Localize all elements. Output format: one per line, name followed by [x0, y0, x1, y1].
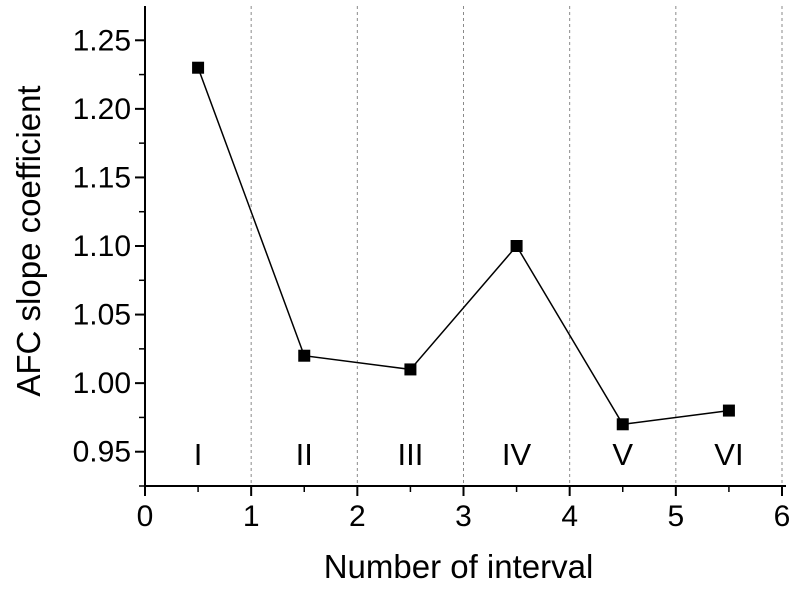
interval-label: II: [296, 437, 313, 472]
chart-labels: I II III IV V VI: [194, 437, 744, 472]
data-point-marker: [616, 418, 629, 431]
x-tick-label: 5: [667, 500, 684, 533]
y-tick-label: 1.15: [73, 161, 131, 194]
interval-label: V: [612, 437, 633, 472]
y-axis-title: AFC slope coefficient: [10, 85, 47, 396]
x-tick-label: 0: [137, 500, 154, 533]
data-point-marker: [510, 240, 523, 252]
axes: 0 1 2 3 4 5 6 0.95 1.00 1.05 1.10 1.15 1.20 1.25: [73, 6, 791, 533]
interval-divider-lines: [250, 6, 783, 486]
y-tick-label: 1.05: [73, 299, 131, 332]
y-tick-label: 1.10: [73, 230, 131, 263]
x-tick-label: 3: [455, 500, 472, 533]
y-tick-label: 1.25: [73, 24, 131, 57]
x-tick-label: 1: [243, 500, 260, 533]
data-point-marker: [722, 404, 735, 417]
x-tick-label: 4: [561, 500, 578, 533]
interval-label: III: [397, 437, 423, 472]
y-tick-label: 1.00: [73, 367, 131, 400]
data-point-marker: [404, 363, 417, 376]
y-tick-label: 1.20: [73, 93, 131, 126]
series-line: [197, 67, 730, 426]
x-axis-title: Number of interval: [324, 548, 594, 585]
interval-label: IV: [502, 437, 532, 472]
data-series: [192, 61, 735, 431]
x-tick-label: 2: [349, 500, 366, 533]
interval-label: I: [194, 437, 203, 472]
data-point-marker: [298, 349, 311, 362]
interval-label: VI: [714, 437, 743, 472]
y-tick-label: 0.95: [73, 436, 131, 469]
x-tick-label: 6: [774, 500, 791, 533]
data-point-marker: [192, 61, 205, 74]
